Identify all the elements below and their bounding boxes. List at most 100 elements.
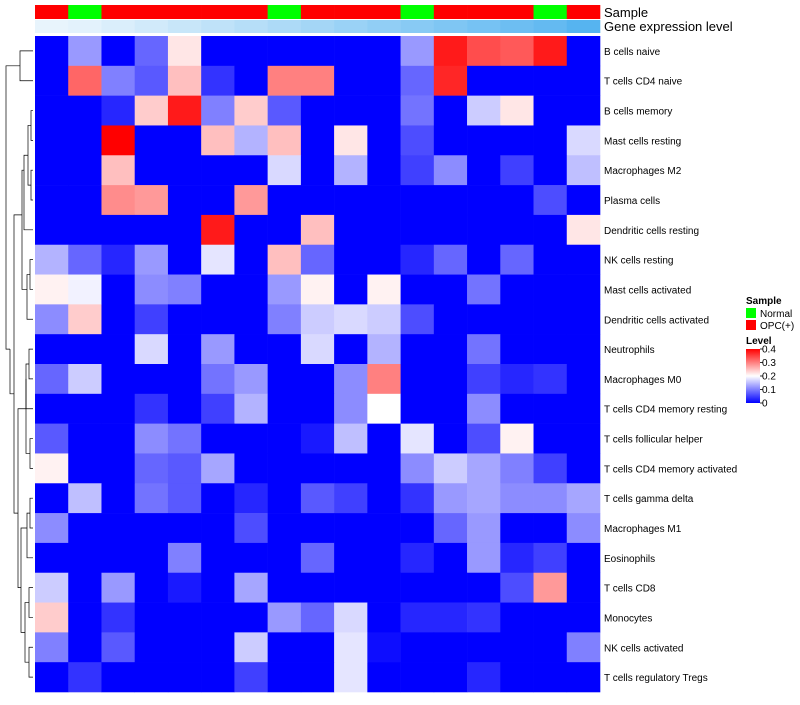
heatmap-cell bbox=[101, 423, 136, 454]
row-label: Macrophages M2 bbox=[604, 166, 682, 177]
heatmap-cell bbox=[433, 632, 468, 663]
row-label: B cells memory bbox=[604, 107, 672, 118]
heatmap-cell bbox=[234, 542, 268, 574]
heatmap-cell bbox=[300, 632, 335, 663]
heatmap-cell bbox=[234, 244, 268, 275]
dendrogram-branch bbox=[19, 50, 33, 82]
heatmap-cell bbox=[566, 393, 601, 424]
heatmap-cell bbox=[201, 155, 235, 186]
heatmap-cell bbox=[433, 393, 468, 424]
heatmap-cell bbox=[68, 602, 102, 633]
heatmap-cell bbox=[467, 453, 501, 484]
heatmap-cell bbox=[68, 185, 102, 216]
heatmap-cell bbox=[101, 662, 136, 693]
dendrogram-branch bbox=[25, 378, 30, 454]
heatmap-cell bbox=[35, 155, 69, 186]
heatmap-cell bbox=[267, 602, 302, 633]
heatmap-cell bbox=[167, 334, 202, 365]
heatmap-cell bbox=[134, 65, 169, 96]
heatmap-cell bbox=[400, 155, 435, 186]
heatmap-cell bbox=[300, 274, 335, 305]
heatmap-cell bbox=[300, 65, 335, 96]
heatmap-cell bbox=[566, 572, 601, 603]
heatmap-cell bbox=[234, 662, 268, 693]
heatmap-cell bbox=[367, 513, 401, 544]
heatmap-cell bbox=[267, 155, 302, 186]
heatmap-cell bbox=[234, 125, 268, 156]
heatmap-cell bbox=[267, 65, 302, 96]
sample-annotation-cell bbox=[566, 5, 601, 19]
heatmap-cell bbox=[167, 423, 202, 454]
heatmap-cell bbox=[334, 632, 368, 663]
expression-annotation-cell bbox=[35, 20, 69, 33]
row-label: Macrophages M1 bbox=[604, 524, 682, 535]
heatmap-cell bbox=[68, 244, 102, 275]
heatmap-cell bbox=[334, 274, 368, 305]
heatmap-cell bbox=[300, 334, 335, 365]
heatmap-cell bbox=[367, 542, 401, 574]
legend-sample-title: Sample bbox=[746, 296, 782, 307]
heatmap-cell bbox=[267, 513, 302, 544]
heatmap-cell bbox=[300, 542, 335, 574]
legend-tick-label: 0.3 bbox=[762, 358, 776, 369]
heatmap-cell bbox=[500, 453, 534, 484]
heatmap-cell bbox=[367, 36, 401, 67]
row-label: Neutrophils bbox=[604, 345, 655, 356]
heatmap-cell bbox=[500, 393, 534, 424]
heatmap-cell bbox=[533, 393, 568, 424]
dendrogram-branch bbox=[29, 259, 33, 290]
heatmap-cell bbox=[167, 364, 202, 395]
heatmap-cell bbox=[101, 274, 136, 305]
heatmap-cell bbox=[35, 364, 69, 395]
heatmap-cell bbox=[68, 423, 102, 454]
dendrogram-branch bbox=[26, 512, 33, 559]
heatmap-cell bbox=[300, 364, 335, 395]
heatmap-cell bbox=[400, 65, 435, 96]
heatmap-cell bbox=[300, 662, 335, 693]
heatmap-cell bbox=[433, 483, 468, 514]
heatmap-cell bbox=[433, 423, 468, 454]
heatmap-cell bbox=[35, 572, 69, 603]
heatmap-cell bbox=[334, 185, 368, 216]
heatmap-cell bbox=[300, 393, 335, 424]
heatmap-cell bbox=[35, 602, 69, 633]
heatmap-cell bbox=[68, 483, 102, 514]
heatmap-cell bbox=[367, 572, 401, 603]
heatmap-cell bbox=[533, 334, 568, 365]
heatmap-cell bbox=[367, 155, 401, 186]
heatmap-cell bbox=[334, 155, 368, 186]
heatmap-cell bbox=[400, 214, 435, 246]
heatmap-cell bbox=[167, 125, 202, 156]
heatmap-cell bbox=[68, 274, 102, 305]
row-label: T cells CD4 memory resting bbox=[604, 405, 727, 416]
heatmap-cell bbox=[201, 662, 235, 693]
heatmap-cell bbox=[467, 423, 501, 454]
heatmap-cell bbox=[35, 632, 69, 663]
heatmap-cell bbox=[101, 542, 136, 574]
dendrogram-branch bbox=[29, 438, 33, 469]
heatmap-cell bbox=[467, 334, 501, 365]
heatmap-cell bbox=[533, 95, 568, 126]
sample-annotation-cell bbox=[201, 5, 235, 19]
row-label: Plasma cells bbox=[604, 196, 660, 207]
heatmap-cell bbox=[134, 662, 169, 693]
annotation-track-label: Gene expression level bbox=[604, 19, 733, 34]
heatmap-cell bbox=[101, 304, 136, 335]
heatmap-cell bbox=[267, 572, 302, 603]
heatmap-cell bbox=[566, 304, 601, 335]
heatmap-cell bbox=[267, 483, 302, 514]
row-label: Dendritic cells activated bbox=[604, 315, 709, 326]
heatmap-cell bbox=[134, 483, 169, 514]
heatmap-cell bbox=[35, 483, 69, 514]
heatmap-cell bbox=[201, 334, 235, 365]
heatmap-cell bbox=[134, 513, 169, 544]
heatmap-cell bbox=[300, 602, 335, 633]
heatmap-cell bbox=[300, 572, 335, 603]
expression-annotation-cell bbox=[367, 20, 401, 33]
heatmap-cell bbox=[334, 364, 368, 395]
heatmap-cell bbox=[467, 364, 501, 395]
heatmap-cell bbox=[300, 244, 335, 275]
heatmap-cell bbox=[533, 483, 568, 514]
heatmap-cell bbox=[267, 632, 302, 663]
